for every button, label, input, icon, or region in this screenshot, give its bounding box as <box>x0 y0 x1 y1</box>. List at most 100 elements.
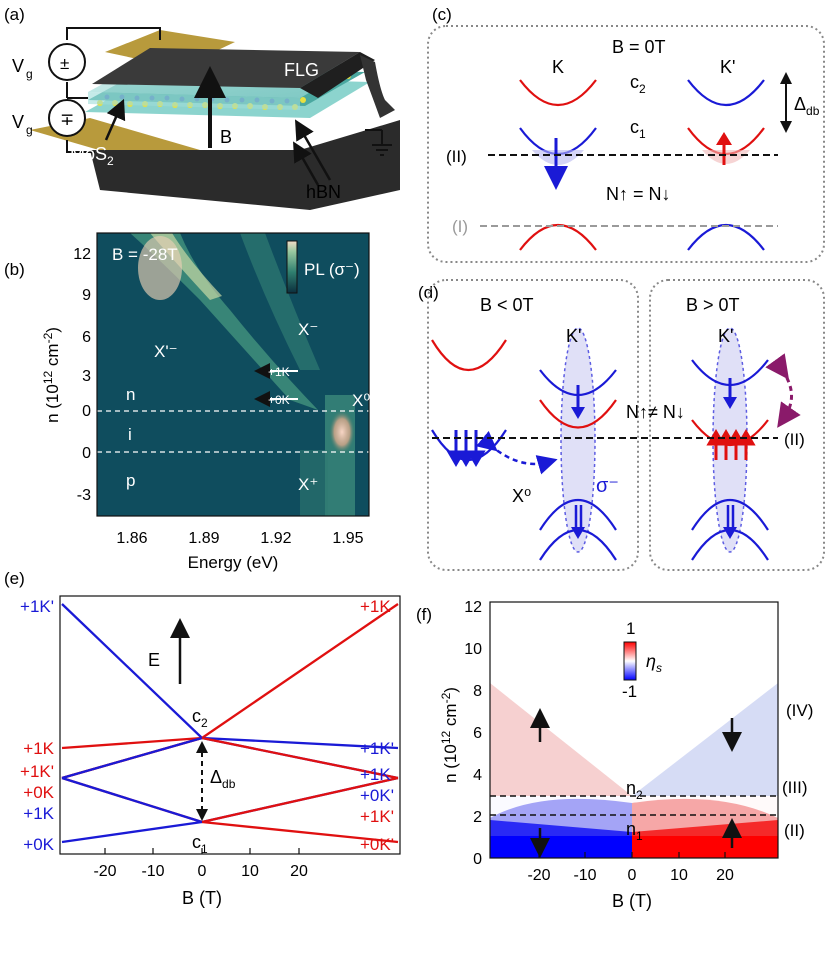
svg-text:1.95: 1.95 <box>332 530 363 547</box>
delta-label: Δdb <box>794 94 820 118</box>
svg-text:+0K: +0K <box>23 835 54 854</box>
svg-text:1.92: 1.92 <box>260 530 291 547</box>
svg-text:10: 10 <box>464 641 482 658</box>
n1-label: n1 <box>626 819 643 843</box>
svg-text:+0K': +0K' <box>360 835 394 854</box>
svg-text:+1K: +1K <box>23 739 54 758</box>
source-bottom-sign: ∓ <box>60 110 74 129</box>
svg-text:1.89: 1.89 <box>188 530 219 547</box>
field-positive: B > 0T <box>686 295 740 315</box>
b-field-label: B <box>220 127 232 147</box>
line-1kprime-left <box>61 603 203 739</box>
panel-label-f: (f) <box>416 605 432 624</box>
svg-text:20: 20 <box>716 867 734 884</box>
line-1k-right <box>201 603 399 739</box>
c2-e-label: c2 <box>192 706 208 730</box>
line-1kprime-right <box>201 736 399 750</box>
pl-map <box>96 232 370 517</box>
x-zero-label: X⁰ <box>352 391 370 410</box>
f-xlabel: B (T) <box>612 891 652 911</box>
device-labels: V g V g ± ∓ FLG B MoS2 hBN <box>12 54 341 202</box>
svg-text:0: 0 <box>82 403 91 420</box>
cbar-max: 1 <box>626 619 635 638</box>
svg-text:12: 12 <box>73 246 91 263</box>
panel-label-c: (c) <box>432 5 452 24</box>
panel-c-diagram <box>427 25 825 263</box>
svg-text:6: 6 <box>82 329 91 346</box>
region-iv: (IV) <box>786 701 813 720</box>
svg-text:g: g <box>26 67 33 81</box>
region-iii: (III) <box>782 778 808 797</box>
voltage-source-bottom <box>48 99 86 137</box>
cbar-min: -1 <box>622 682 637 701</box>
svg-text:12: 12 <box>464 599 482 616</box>
svg-text:9: 9 <box>82 287 91 304</box>
source-top-sign: ± <box>60 54 69 73</box>
panel-d-labels: B < 0T B > 0T K' K' N↑≠ N↓ (II) X⁰ σ⁻ <box>480 295 805 506</box>
svg-text:-20: -20 <box>527 867 550 884</box>
field-negative: B < 0T <box>480 295 534 315</box>
delta-e-label: Δdb <box>210 767 236 791</box>
svg-text:+1K': +1K' <box>20 597 54 616</box>
region-i: i <box>128 425 132 444</box>
svg-text:0: 0 <box>473 851 482 868</box>
panel-e-plot <box>59 595 401 855</box>
level-ii-d: (II) <box>784 430 805 449</box>
panel-f-map <box>489 601 779 859</box>
svg-text:0: 0 <box>82 445 91 462</box>
svg-text:-20: -20 <box>93 863 116 880</box>
c2-label: c2 <box>630 72 646 96</box>
pl-map-labels: B = -28T PL (σ⁻) X⁻ X'⁻ +1K +0K X⁰ X⁺ n … <box>41 245 370 572</box>
flg-label: FLG <box>284 60 319 80</box>
cbar-label: ηs <box>646 651 662 675</box>
arrow-0k-label: +0K <box>268 393 290 407</box>
panel-label-a: (a) <box>4 5 25 24</box>
svg-text:+0K: +0K <box>23 783 54 802</box>
voltage-source-top <box>48 43 86 81</box>
level-i: (I) <box>452 217 468 236</box>
field-zero: B = 0T <box>612 37 666 57</box>
svg-text:+1K': +1K' <box>360 807 394 826</box>
svg-text:V: V <box>12 56 24 76</box>
equal-spin: N↑ = N↓ <box>606 184 671 204</box>
valley-kprime: K' <box>720 57 735 77</box>
energy-label: E <box>148 650 160 670</box>
svg-text:-10: -10 <box>573 867 596 884</box>
arrow-1k-label: +1K <box>268 365 290 379</box>
svg-text:8: 8 <box>473 683 482 700</box>
region-p: p <box>126 471 135 490</box>
svg-text:0: 0 <box>198 863 207 880</box>
svg-text:+1K: +1K <box>360 597 391 616</box>
panel-c-labels: B = 0T K K' c2 c1 Δdb (II) (I) N↑ = N↓ <box>446 37 820 236</box>
svg-text:10: 10 <box>241 863 259 880</box>
level-ii: (II) <box>446 147 467 166</box>
c1-e-label: c1 <box>192 832 208 856</box>
unequal-spin: N↑≠ N↓ <box>626 402 685 422</box>
svg-text:20: 20 <box>290 863 308 880</box>
x-prime-minus-label: X'⁻ <box>154 342 178 361</box>
left-kprime: K' <box>566 326 581 346</box>
svg-text:+1K: +1K <box>23 804 54 823</box>
svg-text:4: 4 <box>473 767 482 784</box>
f-ylabel: n (1012 cm-2) <box>439 687 460 783</box>
right-state-labels: +1K +1K' +1K +0K' +1K' +0K' <box>360 597 394 854</box>
svg-text:6: 6 <box>473 725 482 742</box>
svg-text:+1K': +1K' <box>20 762 54 781</box>
e-xlabel: B (T) <box>182 888 222 908</box>
x-minus-label: X⁻ <box>298 320 318 339</box>
right-kprime: K' <box>718 326 733 346</box>
device-schematic <box>30 27 400 210</box>
c1-label: c1 <box>630 117 646 141</box>
line-1k-left <box>61 736 203 750</box>
panel-d-diagram <box>427 279 825 571</box>
left-state-labels: +1K' +1K +1K' +0K +1K +0K <box>20 597 55 854</box>
panel-label-b: (b) <box>4 260 25 279</box>
svg-text:3: 3 <box>82 368 91 385</box>
panel-e-labels: E c2 c1 Δdb +1K' +1K +1K' +0K +1K +0K +1… <box>20 597 394 908</box>
svg-text:10: 10 <box>670 867 688 884</box>
region-ii: (II) <box>784 821 805 840</box>
panel-label-e: (e) <box>4 569 25 588</box>
svg-text:+1K': +1K' <box>360 739 394 758</box>
svg-text:-3: -3 <box>77 487 91 504</box>
